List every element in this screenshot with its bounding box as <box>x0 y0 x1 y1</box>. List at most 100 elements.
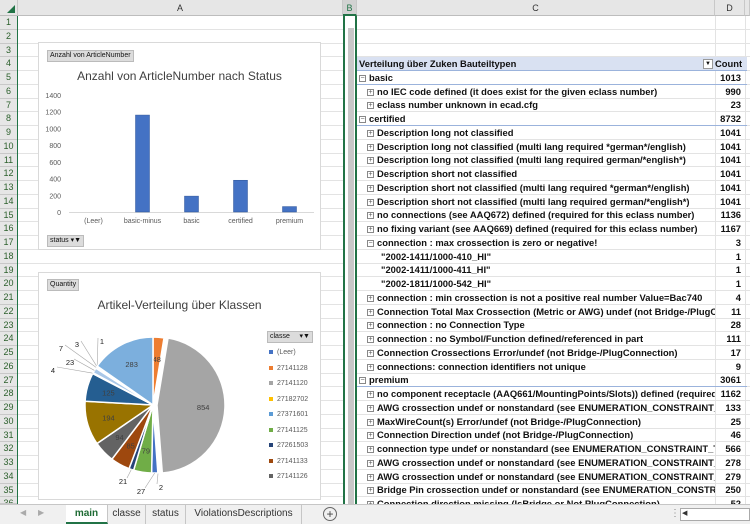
pivot-row[interactable]: "2002-1411/1000-410_HI" 1 <box>357 250 747 264</box>
pivot-row[interactable]: "2002-1411/1000-411_HI" 1 <box>357 263 747 277</box>
tab-split-handle[interactable]: ⋮ <box>670 508 680 519</box>
pivot-row[interactable]: + Connection Crossections Error/undef (no… <box>357 346 747 360</box>
expand-icon[interactable]: + <box>367 198 374 206</box>
pivot-row[interactable]: + Description short not classified 1041 <box>357 167 747 181</box>
column-header-a[interactable]: A <box>18 0 343 16</box>
pivot-row[interactable]: + Description short not classified (multi… <box>357 195 747 209</box>
expand-icon[interactable]: + <box>367 363 374 371</box>
column-header-b[interactable]: B <box>343 0 357 16</box>
status-filter-button[interactable]: status ▾▼ <box>47 235 85 247</box>
pivot-row[interactable]: + Connection Direction undef (not Bridge-… <box>357 428 747 442</box>
expand-icon[interactable]: + <box>367 308 374 316</box>
expand-icon[interactable]: + <box>367 473 374 481</box>
expand-icon[interactable]: + <box>367 487 374 495</box>
expand-icon[interactable]: + <box>367 157 374 165</box>
scroll-tabs-left-button[interactable]: ◀ <box>20 508 27 517</box>
row-header-25[interactable]: 25 <box>0 346 17 360</box>
expand-icon[interactable]: + <box>367 418 374 426</box>
pivot-row[interactable]: +Connection direction missing (IsBridge … <box>357 497 747 504</box>
row-header-3[interactable]: 3 <box>0 43 17 58</box>
row-header-18[interactable]: 18 <box>0 249 17 264</box>
pivot-row[interactable]: − connection : max crossection is zero or… <box>357 236 747 250</box>
row-header-23[interactable]: 23 <box>0 318 17 333</box>
row-header-5[interactable]: 5 <box>0 71 17 85</box>
row-header-36[interactable]: 36 <box>0 497 17 504</box>
pivot-row[interactable]: + connections: connection identifiers not… <box>357 360 747 374</box>
pivot-row[interactable]: + Description short not classified (multi… <box>357 181 747 195</box>
expand-icon[interactable]: + <box>367 322 374 330</box>
sheet-tab-main[interactable]: main <box>66 505 108 524</box>
row-header-8[interactable]: 8 <box>0 112 17 126</box>
row-header-24[interactable]: 24 <box>0 332 17 346</box>
expand-icon[interactable]: + <box>367 212 374 220</box>
pivot-row[interactable]: "2002-1811/1000-542_HI" 1 <box>357 277 747 291</box>
bar-chart[interactable]: Anzahl von ArticleNumber Anzahl von Arti… <box>38 42 321 250</box>
pivot-group-row[interactable]: − premium 3061 <box>357 373 747 387</box>
pivot-row[interactable]: + connection : min crossection is not a p… <box>357 291 747 305</box>
row-header-34[interactable]: 34 <box>0 469 17 484</box>
pivot-row[interactable]: + no fixing variant (see AAQ669) defined … <box>357 222 747 236</box>
row-header-33[interactable]: 33 <box>0 456 17 470</box>
row-header-9[interactable]: 9 <box>0 126 17 140</box>
pivot-row[interactable]: + no IEC code defined (it does exist for … <box>357 85 747 99</box>
pivot-row[interactable]: + Description long not classified (multi … <box>357 153 747 167</box>
sheet-tab-violationsdescriptions[interactable]: ViolationsDescriptions <box>186 505 302 524</box>
row-header-1[interactable]: 1 <box>0 16 17 30</box>
row-header-21[interactable]: 21 <box>0 291 17 305</box>
new-sheet-button[interactable]: + <box>323 507 337 521</box>
row-header-29[interactable]: 29 <box>0 401 17 415</box>
expand-icon[interactable]: + <box>367 459 374 467</box>
collapse-icon[interactable]: − <box>359 74 366 82</box>
expand-icon[interactable]: + <box>367 404 374 412</box>
row-header-6[interactable]: 6 <box>0 84 17 99</box>
pivot-group-row[interactable]: − basic 1013 <box>357 71 747 85</box>
expand-icon[interactable]: + <box>367 294 374 302</box>
value-field-button[interactable]: Quantity <box>47 279 80 291</box>
expand-icon[interactable]: + <box>367 171 374 179</box>
column-header-c[interactable]: C <box>357 0 715 16</box>
row-header-17[interactable]: 17 <box>0 236 17 250</box>
classe-filter-button[interactable]: classe ▾▼ <box>267 331 313 343</box>
sheet-tab-status[interactable]: status <box>146 505 186 524</box>
row-header-28[interactable]: 28 <box>0 387 17 401</box>
expand-icon[interactable]: + <box>367 336 374 344</box>
pivot-row[interactable]: + Bridge Pin crossection undef or nonstan… <box>357 483 747 497</box>
expand-icon[interactable]: + <box>367 143 374 151</box>
pivot-row[interactable]: + connection : no Symbol/Function defined… <box>357 332 747 346</box>
expand-icon[interactable]: + <box>367 446 374 454</box>
pivot-group-row[interactable]: − certified 8732 <box>357 112 747 126</box>
row-header-2[interactable]: 2 <box>0 29 17 44</box>
pivot-row[interactable]: + connection type undef or nonstandard (s… <box>357 442 747 456</box>
row-header-13[interactable]: 13 <box>0 181 17 195</box>
expand-icon[interactable]: + <box>367 501 374 504</box>
value-field-button[interactable]: Anzahl von ArticleNumber <box>47 50 134 62</box>
row-header-4[interactable]: 4 <box>0 57 17 71</box>
pivot-row[interactable]: + no connections (see AAQ672) defined (re… <box>357 208 747 222</box>
pivot-row[interactable]: + connection : no Connection Type 28 <box>357 318 747 332</box>
row-header-12[interactable]: 12 <box>0 167 17 181</box>
scroll-left-arrow[interactable]: ◀ <box>682 510 688 517</box>
pie-chart[interactable]: Quantity Artikel-Verteilung über Klassen… <box>38 272 321 500</box>
expand-icon[interactable]: + <box>367 432 374 440</box>
row-header-7[interactable]: 7 <box>0 98 17 113</box>
select-all-corner[interactable] <box>0 0 18 16</box>
expand-icon[interactable]: + <box>367 129 374 137</box>
pivot-row[interactable]: + AWG crossection undef or nonstandard (s… <box>357 470 747 484</box>
pivot-row[interactable]: + AWG crossection undef or nonstandard (s… <box>357 456 747 470</box>
expand-icon[interactable]: + <box>367 102 374 110</box>
row-header-20[interactable]: 20 <box>0 277 17 291</box>
pivot-row[interactable]: + Connection Total Max Crossection (Metri… <box>357 305 747 319</box>
pivot-row[interactable]: + MaxWireCount(s) Error/undef (not Bridge… <box>357 415 747 429</box>
row-header-26[interactable]: 26 <box>0 359 17 374</box>
row-header-15[interactable]: 15 <box>0 208 17 223</box>
row-header-19[interactable]: 19 <box>0 263 17 278</box>
pivot-row[interactable]: + eclass number unknown in ecad.cfg 23 <box>357 98 747 112</box>
pivot-row[interactable]: + Description long not classified (multi … <box>357 140 747 154</box>
expand-icon[interactable]: + <box>367 349 374 357</box>
expand-icon[interactable]: + <box>367 226 374 234</box>
pivot-row[interactable]: + AWG crossection undef or nonstandard (s… <box>357 401 747 415</box>
row-header-22[interactable]: 22 <box>0 304 17 319</box>
row-header-27[interactable]: 27 <box>0 373 17 388</box>
pivot-row[interactable]: + no component receptacle (AAQ661/Mountin… <box>357 387 747 401</box>
filter-dropdown-button[interactable]: ▼ <box>703 59 713 69</box>
